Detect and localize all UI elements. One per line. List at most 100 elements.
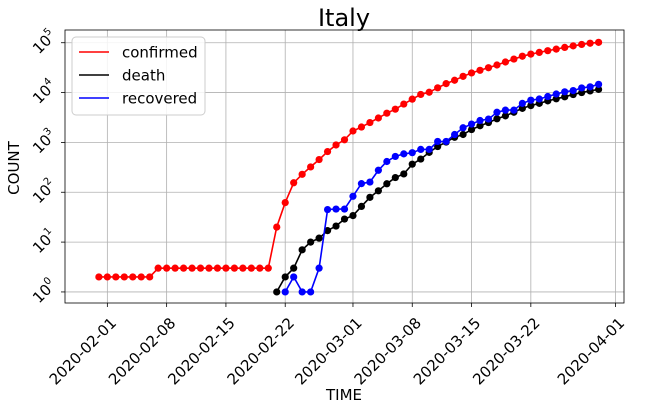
data-point-death [383,180,391,188]
data-point-recovered [484,115,493,123]
y-tick-label: 101 [28,225,59,256]
y-tick-label-text: 101 [28,225,59,256]
data-point-death [501,112,510,120]
data-point-confirmed [95,273,103,281]
data-point-confirmed [163,264,171,272]
data-point-confirmed [501,58,510,66]
data-point-recovered [315,264,323,272]
y-tick-label: 105 [29,26,55,57]
data-point-confirmed [179,264,188,272]
data-point-confirmed [273,223,281,231]
data-point-confirmed [569,42,577,50]
data-point-death [349,212,357,220]
data-point-recovered [594,80,603,88]
data-point-confirmed [518,52,526,60]
data-point-death [408,160,416,168]
y-tick-label: 103 [28,126,59,157]
data-point-death [594,85,603,93]
data-point-confirmed [298,170,306,178]
series-line-death [276,88,599,293]
data-point-confirmed [594,38,603,46]
y-tick-label: 102 [28,176,59,207]
data-point-death [527,102,535,110]
data-point-recovered [535,95,543,103]
data-point-death [374,187,382,195]
data-point-recovered [298,288,306,296]
data-point-confirmed [230,264,238,272]
data-point-death [459,130,467,139]
plot-area: 2020-02-012020-02-082020-02-152020-02-22… [28,26,628,388]
data-point-recovered [374,166,382,174]
data-point-recovered [476,116,484,125]
data-point-confirmed [484,64,493,72]
y-tick-label-text: 104 [28,76,59,107]
data-point-recovered [307,288,315,296]
data-point-confirmed [476,66,484,74]
data-point-recovered [366,178,374,186]
data-point-recovered [340,205,349,213]
data-point-death [476,122,484,130]
data-point-confirmed [442,80,450,88]
data-point-death [434,142,442,151]
data-point-confirmed [425,88,433,96]
data-point-confirmed [264,264,272,272]
data-point-recovered [467,120,476,128]
legend-label-recovered: recovered [122,90,197,108]
data-point-confirmed [510,55,518,63]
data-point-confirmed [535,48,543,57]
axes-frame [64,29,625,304]
y-tick-label-text: 102 [28,176,59,207]
data-point-confirmed [434,84,442,92]
data-point-confirmed [281,199,289,207]
data-point-recovered [459,124,467,132]
data-point-confirmed [103,273,111,281]
y-tick-label: 104 [28,76,59,107]
data-point-death [273,288,281,296]
data-point-confirmed [527,50,535,58]
data-point-confirmed [205,264,213,272]
data-point-recovered [323,205,332,214]
data-point-confirmed [290,179,298,187]
data-point-death [307,238,315,246]
data-point-recovered [586,83,594,91]
data-point-recovered [383,157,391,166]
data-point-recovered [544,92,552,101]
data-point-recovered [408,149,416,157]
data-point-confirmed [383,109,391,117]
data-point-confirmed [307,163,315,171]
data-point-death [298,246,306,254]
legend-label-death: death [122,67,165,85]
data-point-confirmed [544,47,552,55]
data-point-confirmed [357,123,366,131]
data-point-recovered [442,137,450,146]
data-point-confirmed [366,118,374,127]
data-point-confirmed [213,264,222,272]
data-point-confirmed [459,72,467,80]
data-point-confirmed [586,39,594,47]
data-point-confirmed [315,155,323,164]
legend-label-confirmed: confirmed [122,44,198,62]
data-point-death [518,104,526,112]
y-tick-label-text: 103 [28,126,59,157]
data-point-confirmed [137,273,145,281]
data-point-death [340,215,349,223]
data-point-death [467,125,476,134]
data-point-confirmed [323,147,332,156]
data-point-death [366,193,374,201]
data-point-recovered [357,180,366,188]
y-axis-label: COUNT [5,140,23,194]
data-point-recovered [417,145,425,154]
data-point-death [323,227,332,235]
data-point-death [281,273,289,281]
data-point-recovered [425,145,433,154]
data-point-recovered [349,192,357,200]
data-point-death [315,234,323,242]
data-point-death [493,115,501,123]
data-point-recovered [578,84,586,92]
data-point-confirmed [451,76,459,84]
data-point-confirmed [578,40,586,49]
data-point-confirmed [239,264,247,272]
data-point-confirmed [552,45,560,53]
data-point-death [391,173,399,182]
